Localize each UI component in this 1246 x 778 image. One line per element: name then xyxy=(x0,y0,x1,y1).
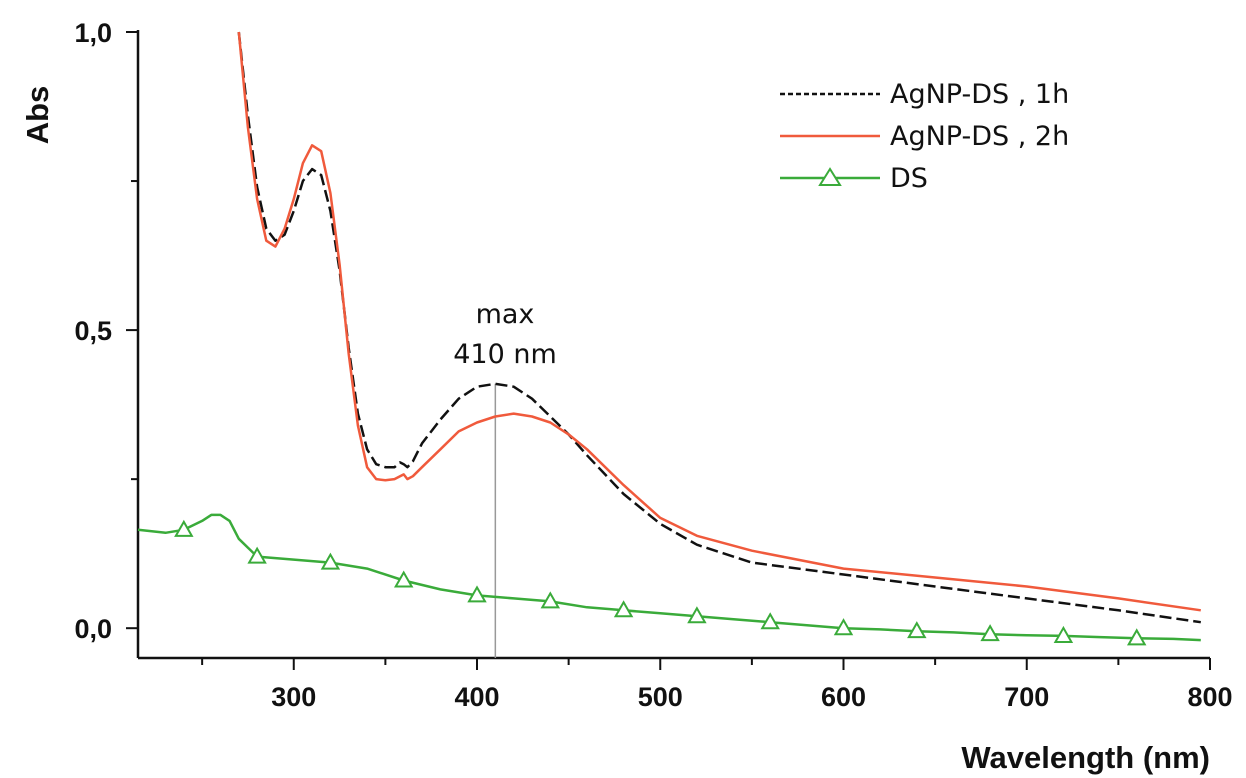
annotation-group: max 410 nm xyxy=(453,299,557,658)
ds-triangle-marker xyxy=(320,552,341,570)
legend-triangle-marker xyxy=(818,167,842,186)
x-tick-label: 600 xyxy=(821,682,866,712)
legend-label-1: AgNP-DS , 1h xyxy=(890,79,1069,110)
y-tick-label: 0,5 xyxy=(74,316,112,346)
x-tick-label: 500 xyxy=(638,682,683,712)
ds-triangle-marker xyxy=(247,546,267,564)
ds-triangle-marker xyxy=(1126,628,1147,646)
legend-label-2: AgNP-DS , 2h xyxy=(890,121,1069,152)
ds-triangle-marker xyxy=(760,612,780,630)
ds-triangle-marker xyxy=(174,519,194,537)
x-axis-title: Wavelength (nm) xyxy=(961,740,1210,775)
annotation-wavelength-label: 410 nm xyxy=(453,339,557,370)
legend-label-3: DS xyxy=(890,163,928,194)
annotation-max-label: max xyxy=(476,299,535,330)
y-tick-label: 1,0 xyxy=(74,18,112,48)
series-line-1 xyxy=(237,31,1201,624)
y-axis-title: Abs xyxy=(20,86,55,145)
y-tick-label: 0,0 xyxy=(74,614,112,644)
axes: 300 400 500 600 700 800 0,0 0,5 1,0 xyxy=(74,18,1232,712)
x-tick-label: 800 xyxy=(1187,682,1232,712)
ds-triangle-marker xyxy=(613,600,634,618)
ds-triangle-marker xyxy=(980,624,1000,642)
legend: AgNP-DS , 1h AgNP-DS , 2h DS xyxy=(780,79,1069,194)
x-tick-label: 300 xyxy=(271,682,316,712)
x-tick-label: 400 xyxy=(454,682,499,712)
ds-triangle-marker xyxy=(1053,625,1074,643)
ds-triangle-marker xyxy=(467,585,487,603)
ds-triangle-marker xyxy=(833,618,854,636)
ds-triangle-marker xyxy=(687,606,707,624)
ds-triangle-marker xyxy=(393,570,414,588)
ds-triangle-marker xyxy=(540,591,561,609)
ds-triangle-marker xyxy=(907,621,927,639)
series-line-3 xyxy=(137,513,1201,642)
x-tick-label: 700 xyxy=(1004,682,1049,712)
series-group xyxy=(137,31,1201,646)
series-line-2 xyxy=(237,31,1201,612)
